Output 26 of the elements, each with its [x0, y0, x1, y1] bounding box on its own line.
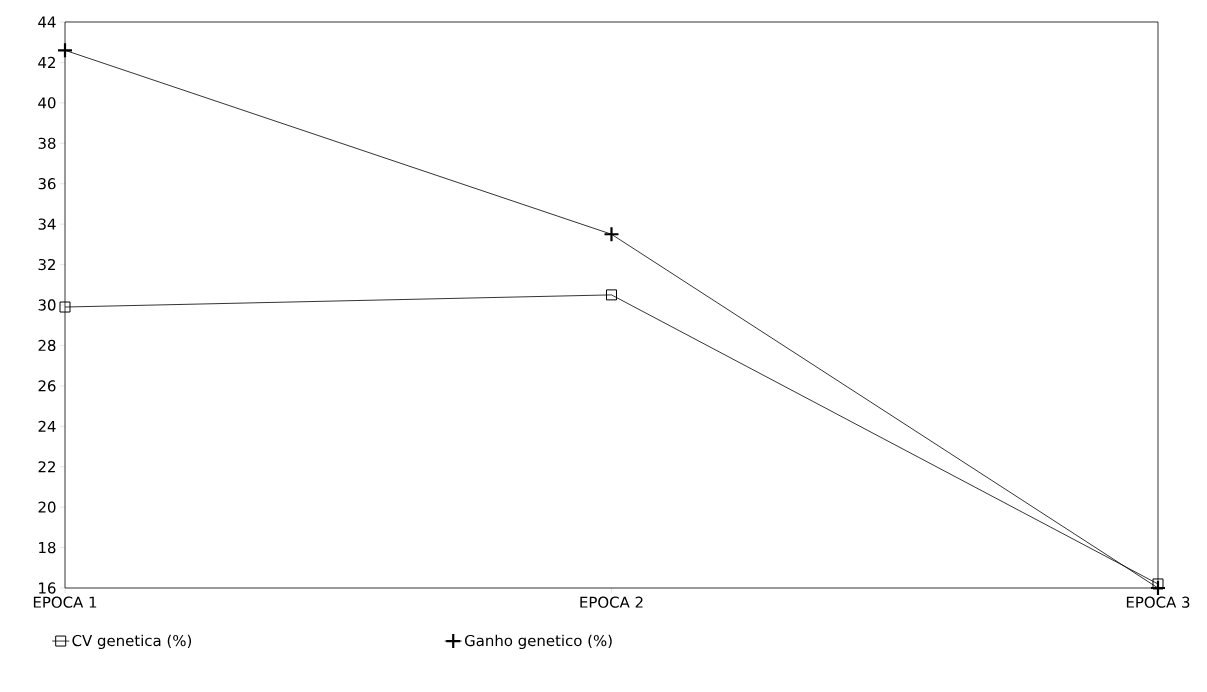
x-tick-label: EPOCA 3	[1126, 596, 1190, 608]
y-tick-label: 16	[39, 582, 56, 594]
legend-label: CV genetica (%)	[72, 634, 192, 650]
x-tick-label: EPOCA 1	[33, 596, 97, 608]
point	[1152, 578, 1164, 590]
y-tick-label: 28	[38, 339, 56, 352]
x-tick-label: EPOCA 2	[580, 596, 643, 608]
y-tick-label: 38	[38, 137, 56, 149]
point	[59, 301, 71, 313]
y-tick-label: 44	[38, 16, 56, 28]
y-tick-label: 40	[38, 97, 56, 109]
y-tick-label: 26	[38, 380, 56, 392]
y-tick-label: 24	[38, 420, 56, 432]
y-tick-label: 42	[38, 56, 55, 68]
point	[606, 289, 617, 301]
y-tick-label: 20	[38, 501, 56, 513]
y-tick-label: 22	[38, 461, 55, 473]
y-tick-label: 18	[39, 541, 56, 554]
y-tick-label: 32	[38, 258, 55, 271]
y-tick-label: 36	[38, 178, 56, 190]
y-tick-label: 34	[38, 218, 56, 230]
point	[56, 42, 74, 59]
y-tick-label: 30	[38, 299, 56, 311]
point	[603, 226, 620, 243]
point	[1149, 579, 1167, 597]
legend-label: Ganho genetico (%)	[464, 634, 612, 650]
